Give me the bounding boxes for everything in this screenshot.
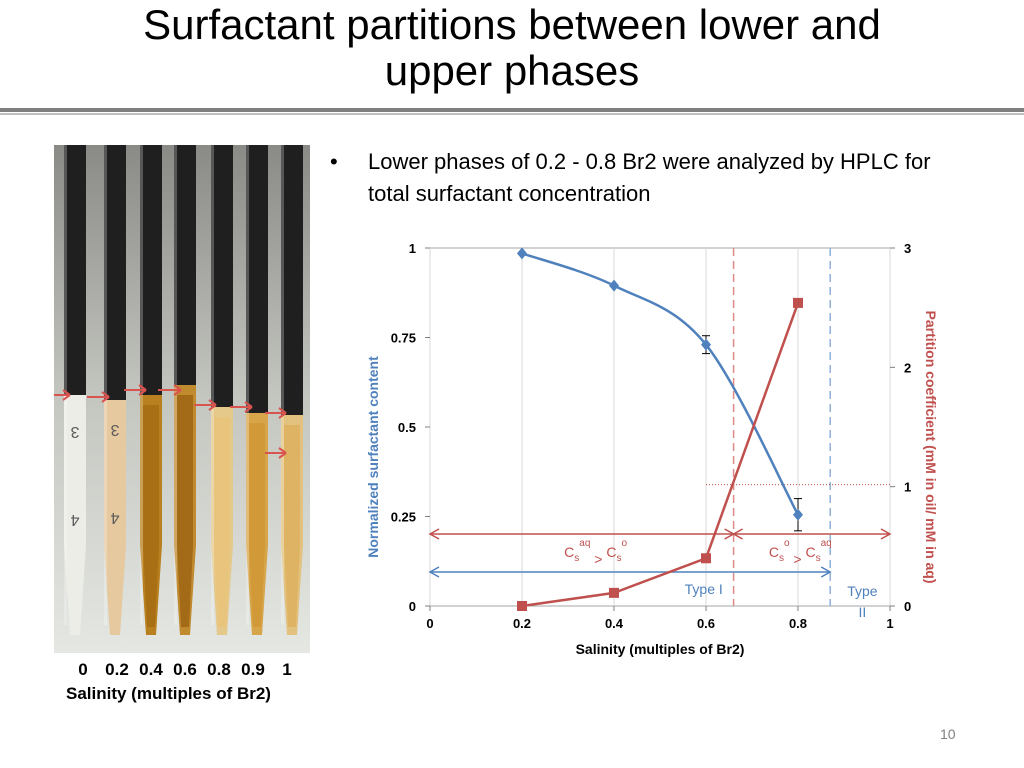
tube-highlight-0.8 [211, 145, 214, 625]
salinity-value-0: 0 [78, 660, 88, 679]
salinity-value-0.8: 0.8 [207, 660, 231, 679]
tube-highlight-0 [64, 145, 67, 625]
bullet-text: Lower phases of 0.2 - 0.8 Br2 were analy… [368, 149, 931, 206]
type-two-label-line2: II [859, 604, 867, 620]
salinity-value-row: 0 0.2 0.4 0.6 0.8 0.9 1 [50, 660, 320, 680]
oil-phase-0.4 [140, 145, 162, 395]
plot-area [429, 247, 891, 607]
slide-title: Surfactant partitions between lower and … [0, 2, 1024, 94]
x-tick-label: 0.6 [697, 616, 715, 631]
y-left-tick-label: 1 [409, 241, 416, 256]
partition-coefficient-point [517, 601, 527, 611]
salinity-value-0.4: 0.4 [139, 660, 163, 679]
oil-phase-0.2 [104, 145, 126, 400]
photo-caption: 0 0.2 0.4 0.6 0.8 0.9 1 Salinity (multiples of… [50, 660, 320, 704]
interface-arrow-head [278, 407, 287, 419]
interface-arrow-head [173, 384, 182, 396]
lower-phase-0.2 [104, 400, 126, 635]
tube-highlight-0.4 [140, 145, 143, 625]
tube-highlight-0.9 [246, 145, 249, 625]
y-right-tick-label: 3 [904, 241, 911, 256]
cs-aq-gt-oil-label: Csaq > Cso [564, 538, 627, 567]
x-tick-label: 0.4 [605, 616, 624, 631]
normalized-content-point [701, 338, 711, 351]
series-normalized-content-line [521, 252, 800, 516]
y-right-tick-label: 0 [904, 599, 911, 614]
lower-phase-core-0.8 [214, 417, 230, 627]
normalized-content-point [609, 279, 619, 292]
salinity-value-0.6: 0.6 [173, 660, 197, 679]
oil-phase-0.6 [174, 145, 196, 385]
lower-phase-0 [64, 395, 86, 635]
oil-phase-0.9 [246, 145, 268, 413]
salinity-value-1: 1 [282, 660, 292, 679]
interface-arrow-head [138, 384, 147, 396]
x-tick-label: 0 [426, 616, 433, 631]
series-partition-coefficient-line [521, 302, 800, 608]
type-two-label-line1: Type [847, 583, 878, 599]
oil-phase-0 [64, 145, 86, 395]
photo-caption-label: Salinity (multiples of Br2) [66, 684, 271, 703]
x-axis-label: Salinity (multiples of Br2) [576, 641, 745, 657]
partition-chart: 0 0.2 0.4 0.6 0.8 100.250.50.7510123Salinity … [365, 241, 939, 657]
slide-title-line1: Surfactant partitions between lower and [143, 1, 881, 48]
y-left-tick-label: 0.75 [391, 331, 416, 346]
y-left-tick-label: 0.25 [391, 510, 416, 525]
interface-arrow-head [244, 401, 253, 413]
tube-photo: 3 3 4 4 [54, 145, 310, 653]
tube-highlight-1 [281, 145, 284, 625]
tube-highlight-0.2 [104, 145, 107, 625]
slide-title-line2: upper phases [384, 47, 640, 94]
partition-coefficient-point [793, 297, 803, 308]
type-one-arrow-heads [428, 566, 832, 578]
oil-phase-1 [281, 145, 303, 415]
oil-phase-0.8 [211, 145, 233, 407]
lower-phase-core-0.9 [249, 423, 265, 627]
y-right-tick-label: 2 [904, 360, 911, 375]
normalized-content-point [793, 508, 803, 521]
tube-marking-4: 4 [110, 509, 119, 526]
cs-oil-gt-aq-label: Cso > Csaq [769, 538, 832, 567]
arrow-group [54, 384, 287, 459]
title-divider-secondary [0, 113, 1024, 115]
salinity-value-0.9: 0.9 [241, 660, 265, 679]
x-tick-label: 1 [886, 616, 893, 631]
x-tick-label: 0.2 [513, 616, 531, 631]
title-divider [0, 108, 1024, 112]
tube-marking-4: 4 [70, 511, 79, 528]
y-right-axis-label: Partition coefficient (mM in oil/ mM in … [923, 310, 939, 583]
y-left-tick-label: 0.5 [398, 420, 416, 435]
interface-arrow-head [208, 399, 217, 411]
partition-coefficient-point [609, 587, 619, 598]
tube-marking-3: 3 [70, 423, 79, 440]
bullet-marker: • [330, 149, 338, 174]
salinity-value-0.2: 0.2 [105, 660, 129, 679]
y-left-axis-label: Normalized surfactant content [365, 356, 381, 558]
y-left-tick-label: 0 [409, 599, 416, 614]
page-number: 10 [940, 726, 956, 742]
tube-photo-svg: 3 3 4 4 [54, 145, 310, 653]
interface-arrow-head [278, 447, 287, 459]
lower-phase-core-0.4 [143, 405, 159, 627]
normalized-content-point [517, 247, 527, 260]
y-right-tick-label: 1 [904, 480, 911, 495]
interface-arrow-head [101, 391, 110, 403]
interface-arrow-head [62, 389, 71, 401]
type-one-label: Type I [685, 581, 723, 597]
tube-group: 3 3 4 4 [64, 145, 303, 635]
partition-coefficient-point [701, 553, 711, 564]
lower-phase-core-1 [284, 425, 300, 627]
x-tick-label: 0.8 [789, 616, 807, 631]
tube-marking-3: 3 [110, 421, 119, 438]
oil-dominant-arrow-heads [732, 528, 892, 540]
lower-phase-core-0.6 [177, 395, 193, 627]
